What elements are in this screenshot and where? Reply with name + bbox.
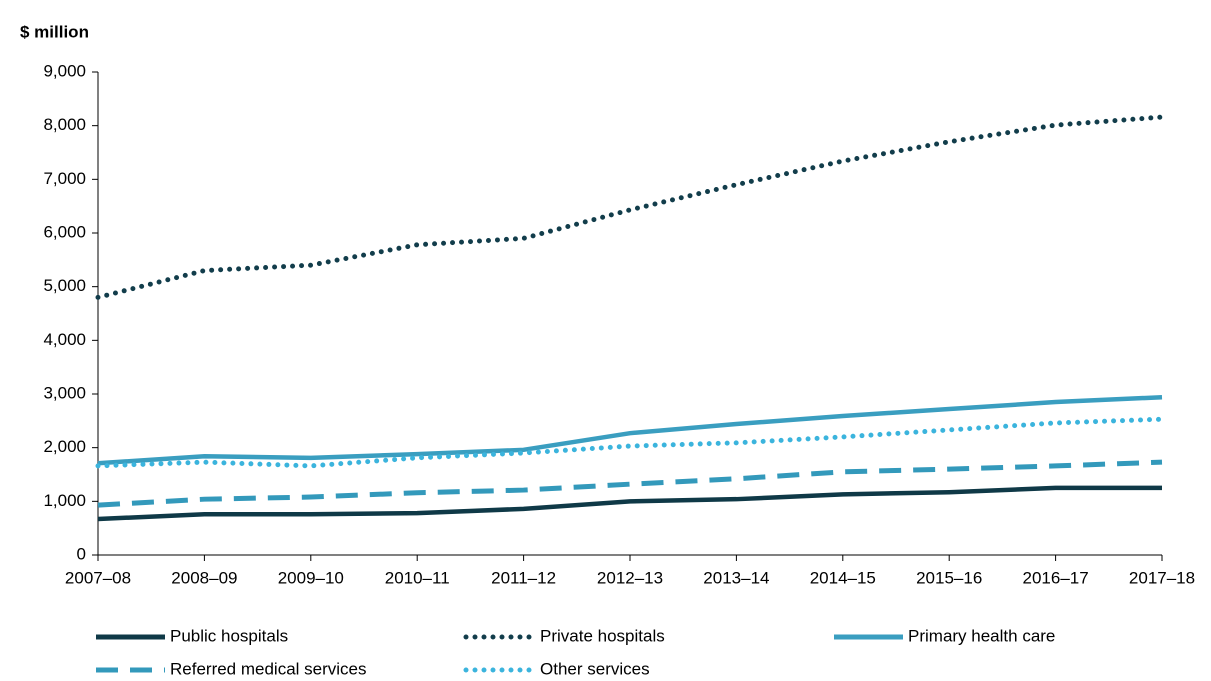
y-tick-label: 2,000 [43, 437, 86, 456]
x-tick-label: 2013–14 [703, 568, 769, 587]
x-tick-label: 2008–09 [171, 568, 237, 587]
x-tick-label: 2016–17 [1023, 568, 1089, 587]
y-tick-label: 7,000 [43, 169, 86, 188]
y-tick-label: 1,000 [43, 491, 86, 510]
y-tick-label: 3,000 [43, 383, 86, 402]
y-tick-label: 0 [77, 544, 86, 563]
legend-label: Private hospitals [540, 626, 665, 645]
series-line [95, 114, 1165, 300]
legend-label: Other services [540, 659, 650, 678]
x-tick-label: 2017–18 [1129, 568, 1195, 587]
series-line [97, 459, 1163, 508]
x-tick-label: 2012–13 [597, 568, 663, 587]
x-tick-label: 2010–11 [385, 568, 450, 587]
x-tick-label: 2015–16 [916, 568, 982, 587]
y-tick-label: 5,000 [43, 276, 86, 295]
legend-label: Primary health care [908, 626, 1055, 645]
x-tick-label: 2014–15 [810, 568, 876, 587]
y-tick-label: 9,000 [43, 61, 86, 80]
series-line [95, 416, 1165, 469]
series-line [97, 394, 1163, 466]
y-axis-label: $ million [20, 22, 89, 41]
y-tick-label: 6,000 [43, 222, 86, 241]
legend-label: Public hospitals [170, 626, 288, 645]
legend-label: Referred medical services [170, 659, 367, 678]
y-tick-label: 4,000 [43, 330, 86, 349]
x-tick-label: 2007–08 [65, 568, 131, 587]
series-line [97, 485, 1162, 522]
x-tick-label: 2011–12 [491, 568, 556, 587]
y-tick-label: 8,000 [43, 115, 86, 134]
x-tick-label: 2009–10 [278, 568, 344, 587]
